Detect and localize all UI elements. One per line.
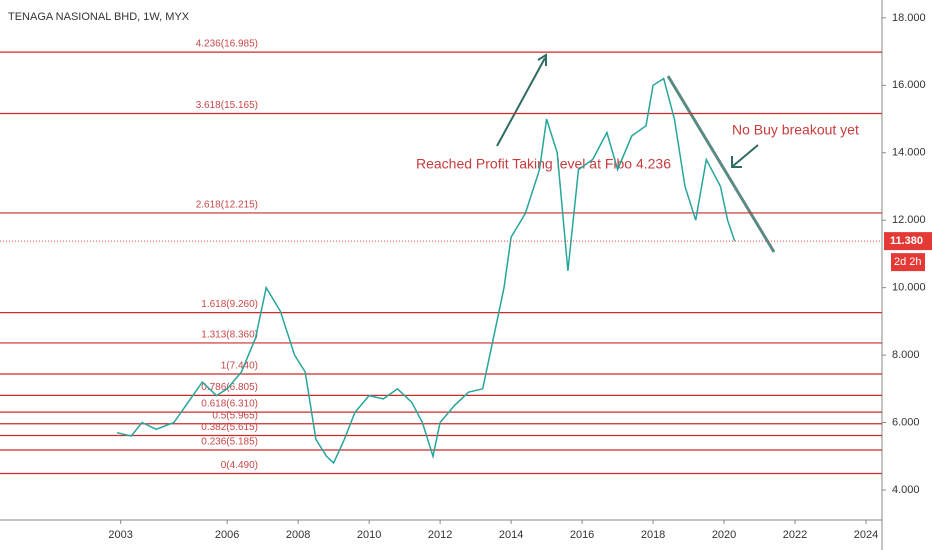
y-tick-label: 10.000: [892, 282, 926, 294]
fib-label: 2.618(12.215): [196, 200, 258, 211]
y-tick-label: 12.000: [892, 214, 926, 226]
fib-label: 0.786(6.805): [201, 382, 258, 393]
x-tick-label: 2024: [854, 529, 878, 541]
y-tick-label: 6.000: [892, 416, 920, 428]
fib-label: 3.618(15.165): [196, 100, 258, 111]
x-tick-label: 2016: [570, 529, 594, 541]
arrow: [496, 57, 546, 147]
price-line: [116, 77, 736, 465]
arrow: [732, 144, 759, 167]
countdown-tag: [891, 253, 925, 272]
annotation: Reached Profit Taking level at Fibo 4.23…: [416, 156, 671, 172]
x-tick-label: 2003: [108, 529, 132, 541]
countdown-label: 2d 2h: [894, 256, 922, 268]
x-tick-label: 2012: [428, 529, 452, 541]
y-tick-label: 8.000: [892, 349, 920, 361]
x-tick-label: 2008: [286, 529, 310, 541]
arrow-head: [731, 156, 742, 168]
arrow-head: [537, 53, 547, 66]
price-tag: [884, 232, 932, 251]
chart-title: TENAGA NASIONAL BHD, 1W, MYX: [8, 11, 190, 23]
x-tick-label: 2020: [712, 529, 736, 541]
x-tick-label: 2018: [641, 529, 665, 541]
fib-label: 1.313(8.360): [201, 330, 258, 341]
fib-label: 1.618(9.260): [201, 299, 258, 310]
x-tick-label: 2014: [499, 529, 523, 541]
trend-line: [666, 75, 776, 253]
fib-label: 0.5(5.965): [212, 410, 258, 421]
annotation: No Buy breakout yet: [732, 122, 859, 138]
fib-label: 1(7.440): [221, 361, 258, 372]
price-tag-label: 11.380: [890, 235, 923, 247]
y-tick-label: 14.000: [892, 147, 926, 159]
x-tick-label: 2010: [357, 529, 381, 541]
x-tick-label: 2022: [783, 529, 807, 541]
y-tick-label: 16.000: [892, 79, 926, 91]
fib-label: 0.382(5.615): [201, 422, 258, 433]
fib-label: 0.618(6.310): [201, 399, 258, 410]
y-tick-label: 4.000: [892, 484, 920, 496]
fib-label: 0.236(5.185): [201, 437, 258, 448]
y-tick-label: 18.000: [892, 12, 926, 24]
fib-label: 4.236(16.985): [196, 39, 258, 50]
x-tick-label: 2006: [215, 529, 239, 541]
fib-label: 0(4.490): [221, 460, 258, 471]
